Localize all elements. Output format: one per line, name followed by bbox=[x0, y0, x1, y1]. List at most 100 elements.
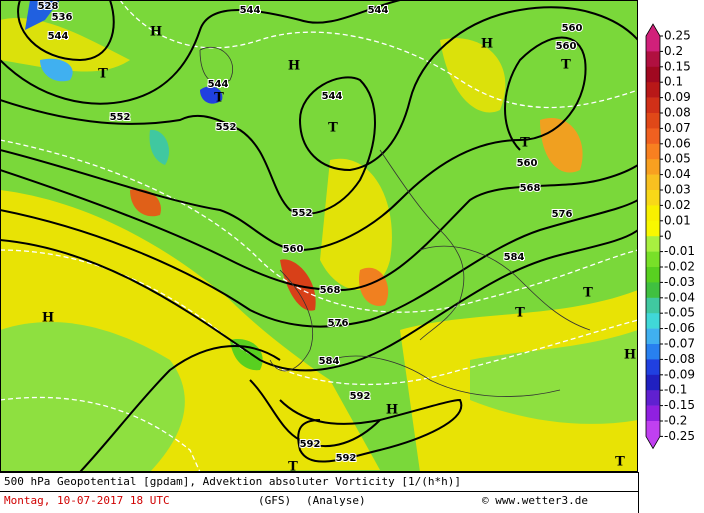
footer: 500 hPa Geopotential [gpdam], Advektion … bbox=[0, 472, 639, 513]
contour-label: 592 bbox=[336, 453, 357, 464]
contour-label: 552 bbox=[292, 208, 313, 219]
temperature-lines bbox=[0, 0, 638, 472]
pressure-center: T bbox=[515, 306, 525, 321]
colorbar-label: 0.07 bbox=[664, 121, 691, 135]
colorbar-swatch bbox=[646, 405, 660, 422]
pressure-center: H bbox=[481, 37, 493, 52]
pressure-center: T bbox=[561, 58, 571, 73]
contour-label: 560 bbox=[283, 244, 304, 255]
contour-label: 560 bbox=[517, 158, 538, 169]
colorbar-label: 0.06 bbox=[664, 136, 691, 150]
colorbar-swatch bbox=[646, 313, 660, 329]
contour-label: 592 bbox=[350, 391, 371, 402]
footer-description: 500 hPa Geopotential [gpdam], Advektion … bbox=[4, 475, 461, 488]
colorbar-label: -0.09 bbox=[664, 367, 695, 381]
pressure-center: T bbox=[98, 67, 108, 82]
footer-source: © www.wetter3.de bbox=[482, 494, 588, 507]
colorbar-swatch bbox=[646, 205, 660, 222]
contour-label: 576 bbox=[552, 209, 573, 220]
colorbar-swatch bbox=[646, 267, 660, 283]
colorbar-label: -0.2 bbox=[664, 414, 687, 428]
colorbar-label: 0.25 bbox=[664, 29, 691, 43]
colorbar-swatch bbox=[646, 421, 660, 437]
pressure-center: H bbox=[150, 25, 162, 40]
colorbar-label: -0.15 bbox=[664, 398, 695, 412]
colorbar-bottom-arrow bbox=[646, 436, 660, 449]
pressure-center: T bbox=[328, 121, 338, 136]
colorbar-swatch bbox=[646, 174, 660, 191]
pressure-center: H bbox=[624, 348, 636, 363]
pressure-center: T bbox=[615, 455, 625, 470]
pressure-center: T bbox=[214, 91, 224, 106]
colorbar-swatch bbox=[646, 282, 660, 299]
colorbar-swatch bbox=[646, 251, 660, 268]
pressure-center: H bbox=[386, 403, 398, 418]
colorbar-swatch bbox=[646, 143, 660, 160]
colorbar-label: 0.05 bbox=[664, 152, 691, 166]
contour-label: 544 bbox=[322, 91, 343, 102]
colorbar-label: -0.07 bbox=[664, 337, 695, 351]
colorbar-label: 0.2 bbox=[664, 44, 683, 58]
vorticity-field bbox=[0, 0, 638, 472]
colorbar-label: 0.04 bbox=[664, 167, 691, 181]
colorbar-swatch bbox=[646, 128, 660, 145]
contour-label: 560 bbox=[562, 23, 583, 34]
colorbar-label: 0.09 bbox=[664, 90, 691, 104]
contour-label: 560 bbox=[556, 41, 577, 52]
map-frame bbox=[0, 0, 638, 472]
colorbar-label: 0.02 bbox=[664, 198, 691, 212]
colorbar-label: 0.1 bbox=[664, 75, 683, 89]
colorbar-label: 0.08 bbox=[664, 106, 691, 120]
colorbar-swatch bbox=[646, 236, 660, 252]
contour-label: 544 bbox=[240, 5, 261, 16]
colorbar-label: -0.25 bbox=[664, 429, 695, 443]
colorbar-label: -0.03 bbox=[664, 275, 695, 289]
colorbar-top-arrow bbox=[646, 24, 660, 36]
contour-label: 544 bbox=[208, 79, 229, 90]
contour-label: 552 bbox=[110, 112, 131, 123]
colorbar-label: 0.15 bbox=[664, 59, 691, 73]
colorbar-swatch bbox=[646, 66, 660, 83]
colorbar-swatch bbox=[646, 359, 660, 376]
contour-label: 568 bbox=[520, 183, 541, 194]
colorbar-label: 0.03 bbox=[664, 183, 691, 197]
colorbar-label: 0 bbox=[664, 229, 672, 243]
colorbar-swatch bbox=[646, 159, 660, 175]
colorbar-swatch bbox=[646, 36, 660, 52]
pressure-center: T bbox=[583, 286, 593, 301]
colorbar-label: 0.01 bbox=[664, 213, 691, 227]
pressure-center: T bbox=[288, 460, 298, 475]
colorbar: 0.250.20.15 0.10.09 0.080.070.06 0.050.04 0.… bbox=[645, 23, 695, 450]
colorbar-label: -0.1 bbox=[664, 383, 687, 397]
colorbar-swatch bbox=[646, 374, 660, 391]
colorbar-swatch bbox=[646, 190, 660, 206]
colorbar-label: -0.02 bbox=[664, 260, 695, 274]
contour-label: 536 bbox=[52, 12, 73, 23]
colorbar-swatch bbox=[646, 97, 660, 114]
colorbar-swatch bbox=[646, 220, 660, 237]
colorbar-swatch bbox=[646, 297, 660, 314]
contour-label: 584 bbox=[319, 356, 340, 367]
coastlines bbox=[199, 47, 591, 397]
footer-date: Montag, 10-07-2017 18 UTC bbox=[4, 494, 170, 507]
contour-label: 584 bbox=[504, 252, 525, 263]
colorbar-label: -0.04 bbox=[664, 290, 695, 304]
contour-label: 576 bbox=[328, 318, 349, 329]
colorbar-swatch bbox=[646, 51, 660, 68]
contour-label: 528 bbox=[38, 1, 59, 12]
footer-run: (Analyse) bbox=[306, 494, 366, 507]
colorbar-label: -0.06 bbox=[664, 321, 695, 335]
contour-label: 592 bbox=[300, 439, 321, 450]
footer-model: (GFS) bbox=[258, 494, 291, 507]
colorbar-label: -0.05 bbox=[664, 306, 695, 320]
contour-label: 552 bbox=[216, 122, 237, 133]
pressure-center: T bbox=[520, 136, 530, 151]
contour-label: 568 bbox=[320, 285, 341, 296]
pressure-center: H bbox=[42, 311, 54, 326]
contour-label: 544 bbox=[48, 31, 69, 42]
colorbar-swatch bbox=[646, 113, 660, 129]
colorbar-swatch bbox=[646, 328, 660, 345]
